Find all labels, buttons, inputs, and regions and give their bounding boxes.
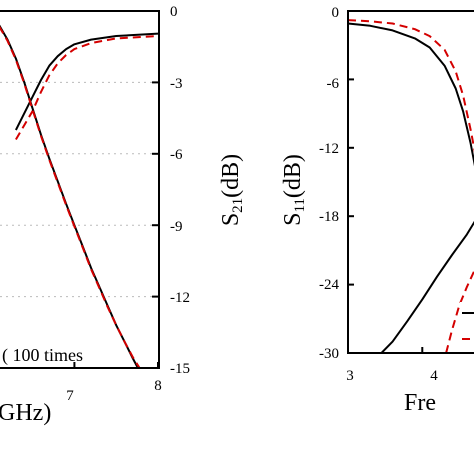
- left-plot-frame: [0, 10, 160, 369]
- right-ytick-label: -30: [319, 346, 339, 362]
- left-right-tick-label: -6: [170, 147, 183, 163]
- right-y-ticks: [348, 10, 354, 354]
- left-right-tick-label: -12: [170, 290, 190, 306]
- left-right-axis-title: S21(dB): [218, 154, 246, 226]
- left-right-tick-label: 0: [170, 4, 178, 20]
- left-annotation: ( 100 times: [2, 345, 83, 366]
- right-xtick-label: 4: [430, 368, 438, 384]
- right-ytick-label: -24: [319, 277, 339, 293]
- right-ytick-label: -12: [319, 141, 339, 157]
- right-legend: [462, 312, 474, 340]
- left-series-line-3: [0, 25, 141, 369]
- right-series-line-2: [380, 220, 474, 354]
- left-x-axis-title: GHz): [0, 400, 51, 426]
- left-x-ticks: [73, 362, 159, 368]
- left-xtick-label: 7: [66, 388, 74, 404]
- right-legend-box: [460, 302, 474, 342]
- left-xtick-label: 8: [154, 378, 162, 394]
- right-plot-frame: [347, 10, 474, 354]
- left-series-line-2: [0, 24, 139, 369]
- left-series-line-1: [15, 35, 159, 141]
- right-panel: 0 -6 -12 -18 -24 -30 3 4 S11(dB) Fre: [280, 5, 474, 416]
- left-gridlines: [0, 81, 158, 298]
- right-ytick-label: -18: [319, 209, 339, 225]
- left-series-line-0: [15, 32, 159, 131]
- left-right-tick-label: -9: [170, 219, 183, 235]
- left-series: [0, 24, 159, 369]
- right-y-axis-title: S11(dB): [280, 154, 308, 226]
- right-series-line-3: [445, 268, 474, 354]
- left-right-tick-label: -3: [170, 76, 183, 92]
- left-right-tick-label: -15: [170, 361, 190, 377]
- left-right-ticks: [152, 10, 158, 369]
- right-ytick-label: 0: [332, 5, 340, 21]
- right-ytick-label: -6: [327, 76, 340, 92]
- right-xtick-label: 3: [346, 368, 354, 384]
- right-x-axis-title: Fre: [404, 390, 436, 416]
- right-series: [347, 19, 474, 354]
- right-series-line-0: [347, 22, 474, 167]
- left-panel: 7 8 0 -3 -6 -9 -12 -15 S21(dB) ( 100 tim…: [0, 4, 246, 426]
- right-series-line-1: [347, 19, 474, 153]
